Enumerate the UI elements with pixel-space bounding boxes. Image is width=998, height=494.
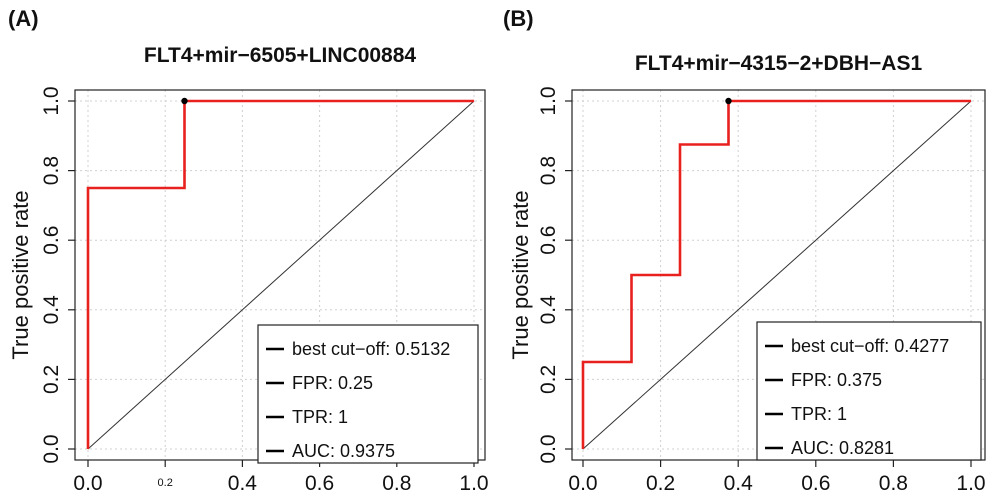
panel-b-label: (B) <box>503 6 534 31</box>
panel-b-title: FLT4+mir−4315−2+DBH−AS1 <box>635 52 923 75</box>
panel-a-legend-entry-1: FPR: 0.25 <box>292 373 373 393</box>
panel-a-x-tick-label-1: 0.2 <box>158 477 173 489</box>
panel-a-diagonal-line <box>87 100 475 450</box>
panel-b-best-point <box>725 97 732 105</box>
panel-a-best-point <box>181 97 188 105</box>
panel-b-diagonal-line <box>582 100 972 450</box>
panel-a-legend: best cut−off: 0.5132 FPR: 0.25 TPR: 1 AUC: … <box>257 324 479 464</box>
panel-a-label: (A) <box>8 6 39 31</box>
panel-a-x-tick-label-4: 0.8 <box>382 472 411 494</box>
panel-b-x-tick-label-4: 0.8 <box>879 472 908 494</box>
panel-b-x-tick-label-1: 0.2 <box>646 472 675 494</box>
panel-b-y-tick-label-3: 0.6 <box>537 226 560 255</box>
panel-a-title: FLT4+mir−6505+LINC00884 <box>144 44 417 67</box>
panel-b-legend-box <box>756 321 982 461</box>
panel-a-y-tick-label-1: 0.2 <box>40 365 63 394</box>
panel-a-x-tick-label-2: 0.4 <box>228 472 258 494</box>
panel-a-y-tick-label-2: 0.4 <box>40 295 63 325</box>
panel-a: (A) FLT4+mir−6505+LINC00884 0.0 0.2 0.4 0.6 0.… <box>8 6 489 494</box>
panel-a-legend-entry-3: AUC: 0.9375 <box>292 441 395 461</box>
panel-a-x-tick-label-0: 0.0 <box>73 472 102 494</box>
panel-b-y-tick-label-4: 0.8 <box>537 156 560 185</box>
panel-a-y-tick-label-3: 0.6 <box>40 226 63 255</box>
panel-b-y-tick-label-0: 0.0 <box>537 434 560 463</box>
panel-a-legend-box <box>257 324 479 464</box>
panel-b-y-tick-label-2: 0.4 <box>537 295 560 325</box>
panel-a-x-tick-label-5: 1.0 <box>459 472 488 494</box>
panel-b-legend-entry-2: TPR: 1 <box>791 404 847 424</box>
panel-a-legend-entry-0: best cut−off: 0.5132 <box>292 339 450 359</box>
panel-b-legend-entry-3: AUC: 0.8281 <box>791 438 894 458</box>
panel-b-legend-entry-1: FPR: 0.375 <box>791 370 882 390</box>
panel-b-roc-curve-0 <box>581 99 971 449</box>
panel-a-legend-entry-2: TPR: 1 <box>292 407 348 427</box>
panel-a-y-tick-label-0: 0.0 <box>40 434 63 463</box>
panel-b-x-tick-label-2: 0.4 <box>724 472 754 494</box>
panel-a-x-tick-label-3: 0.6 <box>305 472 334 494</box>
panel-a-y-axis-label: True positive rate <box>8 190 33 359</box>
panel-b-x-tick-label-5: 1.0 <box>956 472 985 494</box>
panel-a-y-tick-label-4: 0.8 <box>40 156 63 185</box>
panel-a-y-tick-label-5: 1.0 <box>40 86 63 115</box>
panel-b-x-tick-label-0: 0.0 <box>568 472 597 494</box>
panel-b-legend-entry-0: best cut−off: 0.4277 <box>791 336 949 356</box>
panel-b-legend: best cut−off: 0.4277 FPR: 0.375 TPR: 1 AUC:… <box>756 321 982 461</box>
panel-a-roc-curve-0 <box>86 99 474 449</box>
panel-b: (B) FLT4+mir−4315−2+DBH−AS1 0.0 0.2 0.4 0.6 0.… <box>503 6 986 494</box>
panel-b-y-tick-label-5: 1.0 <box>537 86 560 115</box>
panel-b-y-tick-label-1: 0.2 <box>537 365 560 394</box>
panel-b-x-tick-label-3: 0.6 <box>801 472 830 494</box>
panel-b-y-axis-label: True positive rate <box>508 190 533 359</box>
